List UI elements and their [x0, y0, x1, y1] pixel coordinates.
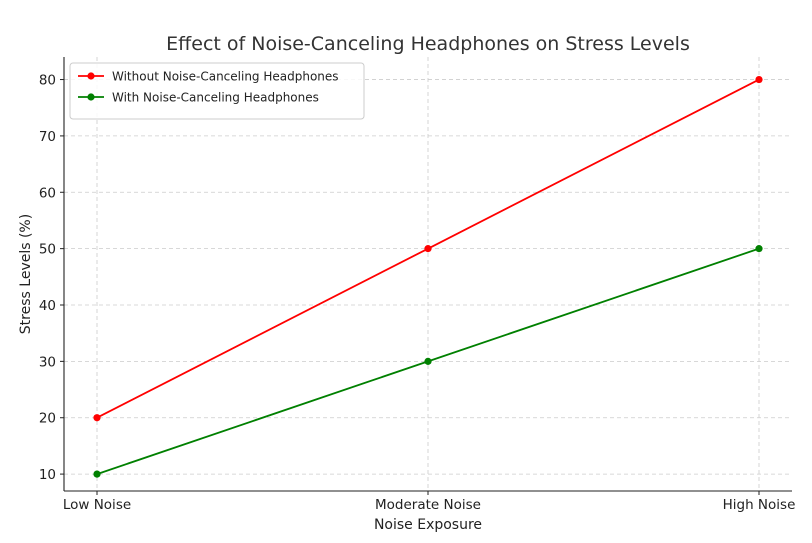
legend-box: [69, 62, 365, 120]
y-tick-label: 20: [39, 411, 56, 427]
y-tick-label: 30: [39, 354, 56, 370]
series-2: [93, 245, 763, 478]
series-1: [93, 75, 763, 422]
series-layer: [93, 75, 763, 478]
legend-marker-2: [87, 93, 95, 101]
data-point: [424, 245, 432, 253]
y-tick-label: 60: [39, 185, 56, 201]
chart-title: Effect of Noise-Canceling Headphones on …: [166, 33, 690, 55]
data-point: [93, 414, 101, 422]
x-axis-label: Noise Exposure: [374, 517, 482, 533]
x-tick-label: High Noise: [723, 497, 796, 513]
y-axis-label: Stress Levels (%): [18, 214, 34, 334]
data-point: [755, 75, 763, 84]
y-tick-label: 40: [39, 298, 56, 314]
data-point: [755, 245, 763, 253]
legend-label-2: With Noise-Canceling Headphones: [112, 91, 319, 105]
data-point: [93, 470, 101, 478]
y-tick-label: 10: [39, 467, 56, 483]
y-tick-label: 50: [39, 242, 56, 258]
y-tick-label: 70: [39, 129, 56, 145]
legend-label-1: Without Noise-Canceling Headphones: [112, 70, 339, 84]
data-point: [424, 357, 432, 365]
y-tick-label: 80: [39, 73, 56, 89]
legend-marker-1: [87, 72, 95, 80]
x-tick-label: Low Noise: [63, 497, 131, 513]
x-tick-label: Moderate Noise: [375, 497, 481, 513]
legend: Without Noise-Canceling Headphones With N…: [69, 62, 365, 120]
axes-layer: 10 20 30 40 50 60 70 80 Low Noise Moderate Noise H…: [39, 57, 796, 513]
